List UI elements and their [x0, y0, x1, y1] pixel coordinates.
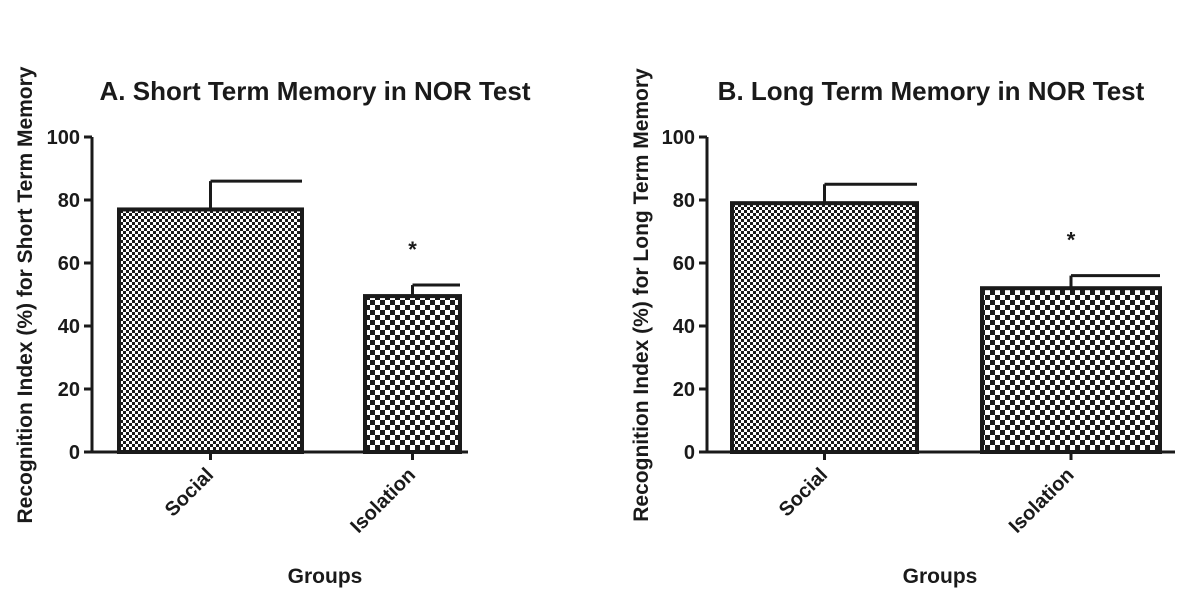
y-axis-label: Recognition Index (%) for Long Term Memo… [630, 68, 653, 522]
y-tick-label: 0 [684, 442, 695, 464]
category-label: Isolation [1005, 464, 1079, 538]
y-tick-label: 40 [673, 316, 695, 338]
category-label: Social [775, 464, 832, 521]
bar-isolation [980, 286, 1162, 455]
y-tick-label: 80 [673, 190, 695, 212]
chart-panel-b: B. Long Term Memory in NOR Test Recognit… [630, 68, 1175, 588]
y-tick-label: 60 [673, 253, 695, 275]
bar-isolation [363, 294, 462, 455]
bar-social [730, 201, 919, 454]
significance-marker: * [1067, 228, 1076, 253]
y-tick-label: 60 [58, 253, 80, 275]
chart-title: A. Short Term Memory in NOR Test [100, 76, 531, 106]
chart-panel-a: A. Short Term Memory in NOR Test Recogni… [14, 66, 531, 588]
chart-title: B. Long Term Memory in NOR Test [718, 76, 1145, 106]
y-tick-label: 80 [58, 190, 80, 212]
x-axis-label: Groups [903, 565, 978, 588]
y-axis-label: Recognition Index (%) for Short Term Mem… [14, 66, 37, 523]
bar-social [117, 207, 304, 454]
y-tick-label: 40 [58, 316, 80, 338]
y-tick-label: 100 [662, 127, 695, 149]
y-tick-label: 20 [673, 379, 695, 401]
category-label: Social [161, 464, 218, 521]
x-axis-label: Groups [288, 565, 363, 588]
y-tick-label: 20 [58, 379, 80, 401]
y-tick-label: 0 [69, 442, 80, 464]
category-label: Isolation [346, 464, 420, 538]
y-tick-label: 100 [47, 127, 80, 149]
significance-marker: * [408, 237, 417, 262]
